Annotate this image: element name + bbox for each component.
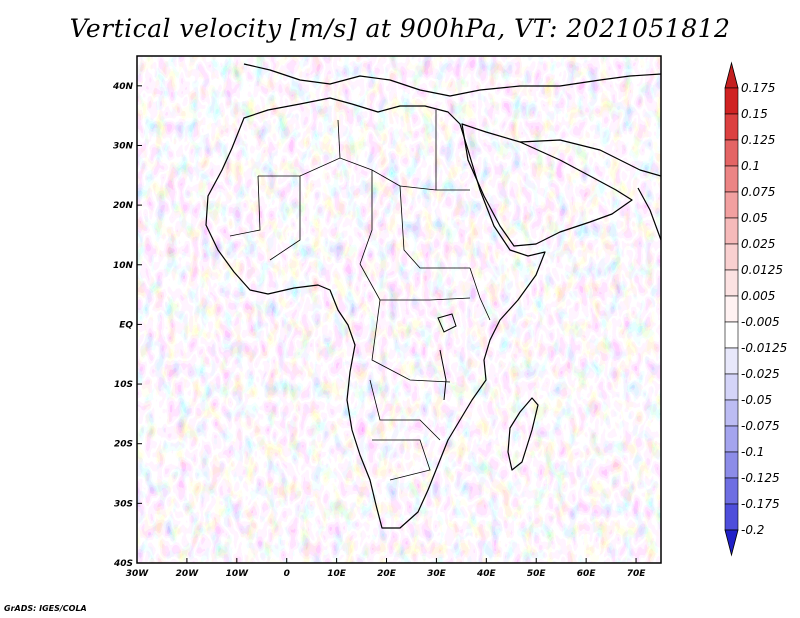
colorbar-segment [724, 139, 739, 167]
colorbar-label: -0.0125 [741, 341, 787, 355]
x-tick-label: 20W [176, 569, 200, 579]
country-borders [229, 110, 491, 481]
arabia-coastline [461, 123, 633, 247]
colorbar-segment [724, 243, 739, 271]
chart-title: Vertical velocity [m/s] at 900hPa, VT: 2… [69, 14, 731, 43]
x-tick-label: 60E [577, 569, 597, 579]
lakes [437, 313, 457, 401]
coastlines [205, 63, 661, 529]
colorbar-label: -0.2 [741, 523, 764, 537]
colorbar-segment [724, 165, 739, 193]
velocity-field [137, 56, 661, 563]
colorbar-label: 0.075 [741, 185, 775, 199]
y-tick-label: EQ [119, 320, 133, 330]
x-tick-label: 70E [627, 569, 647, 579]
colorbar-label: 0.15 [741, 107, 768, 121]
colorbar-label: 0.05 [741, 211, 768, 225]
colorbar-label: -0.075 [741, 419, 780, 433]
madagascar-coastline [507, 397, 539, 471]
y-tick-label: 30S [114, 499, 133, 509]
colorbar-segment [724, 373, 739, 401]
colorbar-segment [724, 477, 739, 505]
y-tick-label: 40S [113, 559, 133, 569]
x-tick-label: 10E [327, 569, 347, 579]
colorbar-segment [724, 87, 739, 115]
y-tick-label: 20S [114, 440, 133, 450]
colorbar-label: 0.1 [741, 159, 760, 173]
colorbar-label: 0.175 [741, 81, 775, 95]
y-tick-label: 10N [113, 261, 134, 271]
x-tick-label: 0 [284, 569, 290, 579]
colorbar-segment [724, 269, 739, 297]
y-axis: 40N 30N 20N 10N EQ 10S 20S 30S 40S [112, 82, 142, 569]
colorbar: 0.175 0.15 0.125 0.1 0.075 0.05 0.025 0.0125 0.0… [724, 61, 787, 557]
y-tick-label: 30N [113, 141, 134, 151]
x-axis: 30W 20W 10W 0 10E 20E 30E 40E 50E 60E 70E [126, 558, 646, 579]
y-tick-label: 10S [114, 380, 133, 390]
colorbar-segment [724, 347, 739, 375]
colorbar-top-arrow [724, 61, 739, 89]
india-coastline [637, 187, 661, 241]
colorbar-label: -0.025 [741, 367, 780, 381]
colorbar-segment [724, 191, 739, 219]
europe-coastline [243, 63, 661, 97]
colorbar-segment [724, 503, 739, 531]
colorbar-label: -0.1 [741, 445, 764, 459]
colorbar-segment [724, 217, 739, 245]
colorbar-segment [724, 425, 739, 453]
colorbar-label: 0.125 [741, 133, 775, 147]
x-tick-label: 30E [427, 569, 447, 579]
x-tick-label: 40E [476, 569, 497, 579]
colorbar-label: -0.05 [741, 393, 772, 407]
colorbar-bottom-arrow [724, 529, 739, 557]
x-tick-label: 20E [377, 569, 397, 579]
colorbar-segment [724, 113, 739, 141]
colorbar-label: -0.175 [741, 497, 780, 511]
colorbar-label: 0.025 [741, 237, 775, 251]
persia-coastline [519, 139, 661, 177]
map-frame [136, 55, 662, 564]
footer-credit: GrADS: IGES/COLA [4, 604, 87, 613]
y-tick-label: 20N [113, 201, 134, 211]
x-tick-label: 50E [527, 569, 547, 579]
colorbar-segment [724, 295, 739, 323]
y-tick-label: 40N [112, 82, 134, 92]
colorbar-label: -0.005 [741, 315, 780, 329]
colorbar-label: 0.0125 [741, 263, 783, 277]
x-tick-label: 10W [226, 569, 250, 579]
colorbar-segment [724, 399, 739, 427]
colorbar-label: -0.125 [741, 471, 780, 485]
colorbar-segment [724, 321, 739, 349]
x-tick-label: 30W [126, 569, 150, 579]
colorbar-segment [724, 451, 739, 479]
colorbar-label: 0.005 [741, 289, 775, 303]
africa-coastline [205, 97, 546, 529]
